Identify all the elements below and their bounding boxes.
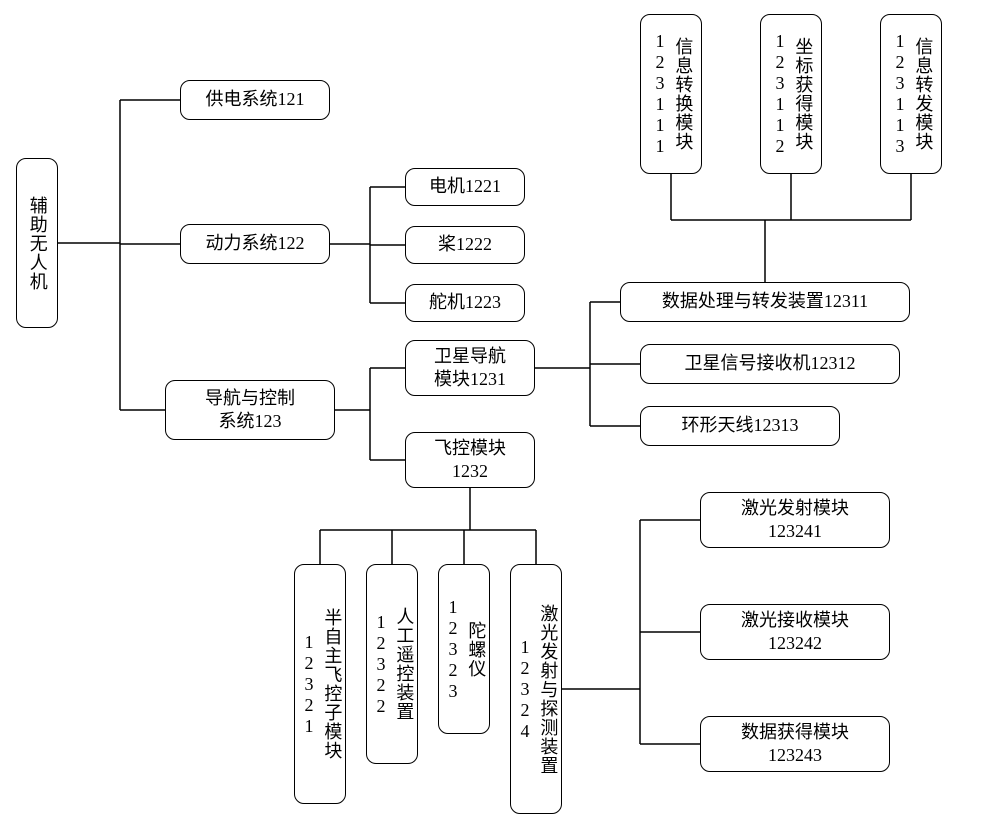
node-12311: 数据处理与转发装置12311 bbox=[620, 282, 910, 322]
node-123111: 信息转换模块123111 bbox=[640, 14, 702, 174]
node-12323: 陀螺仪12323 bbox=[438, 564, 490, 734]
node-123112: 坐标获得模块123112 bbox=[760, 14, 822, 174]
node-1232: 飞控模块1232 bbox=[405, 432, 535, 488]
node-12322: 人工遥控装置12322 bbox=[366, 564, 418, 764]
node-12312: 卫星信号接收机12312 bbox=[640, 344, 900, 384]
node-122: 动力系统122 bbox=[180, 224, 330, 264]
node-121: 供电系统121 bbox=[180, 80, 330, 120]
node-1231: 卫星导航模块1231 bbox=[405, 340, 535, 396]
node-123243: 数据获得模块123243 bbox=[700, 716, 890, 772]
connector-layer bbox=[0, 0, 1000, 838]
node-1223: 舵机1223 bbox=[405, 284, 525, 322]
node-12321: 半自主飞控子模块12321 bbox=[294, 564, 346, 804]
node-123241: 激光发射模块123241 bbox=[700, 492, 890, 548]
node-123242: 激光接收模块123242 bbox=[700, 604, 890, 660]
node-1221: 电机1221 bbox=[405, 168, 525, 206]
node-12324: 激光发射与探测装置12324 bbox=[510, 564, 562, 814]
node-root: 辅助无人机 bbox=[16, 158, 58, 328]
node-123: 导航与控制系统123 bbox=[165, 380, 335, 440]
node-12313: 环形天线12313 bbox=[640, 406, 840, 446]
node-123113: 信息转发模块123113 bbox=[880, 14, 942, 174]
node-1222: 桨1222 bbox=[405, 226, 525, 264]
